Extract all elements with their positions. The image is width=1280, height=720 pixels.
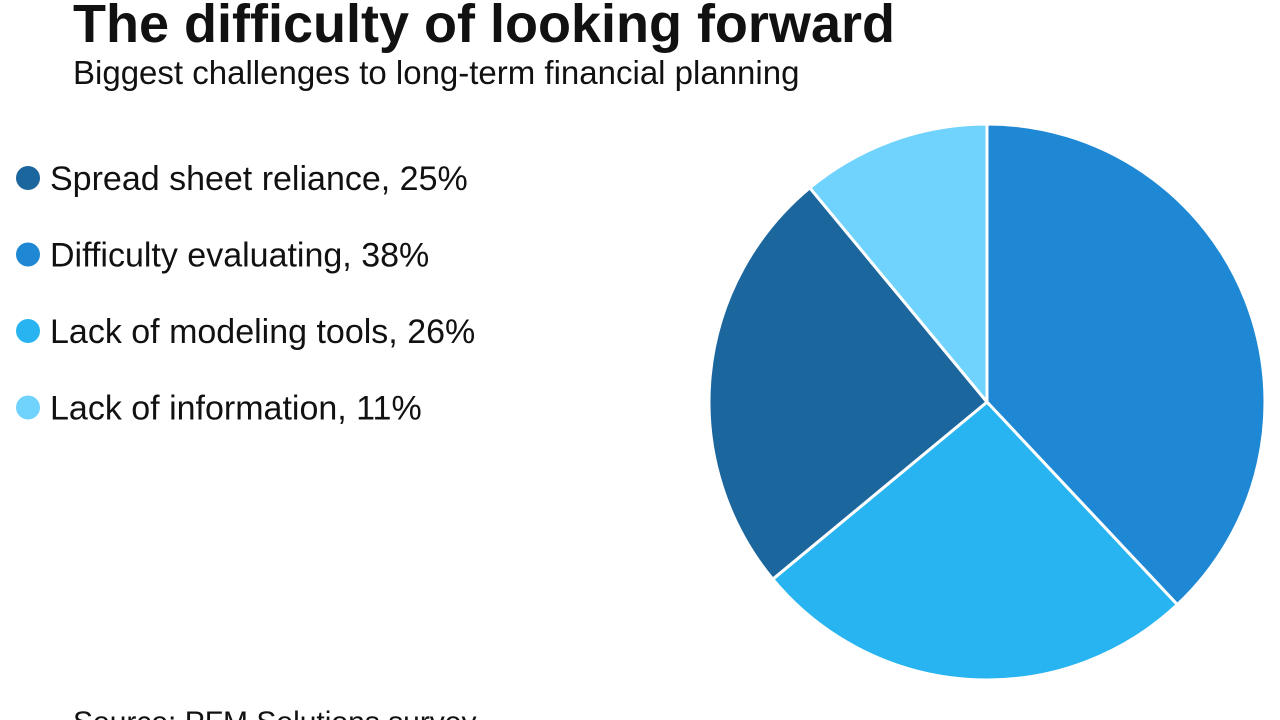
legend-swatch — [16, 242, 40, 267]
chart-title: The difficulty of looking forward — [73, 0, 895, 54]
pie-slice — [707, 185, 990, 582]
legend-label: Difficulty evaluating, 38% — [50, 237, 429, 275]
pie-slice — [985, 122, 1267, 607]
chart-subtitle: Biggest challenges to long-term financia… — [73, 54, 799, 91]
source-note: Source: PFM Solutions survey — [73, 706, 477, 720]
legend-label: Lack of modeling tools, 26% — [50, 313, 475, 351]
legend-label: Lack of information, 11% — [50, 390, 422, 428]
legend-swatch — [16, 319, 40, 343]
legend-swatch — [16, 166, 40, 190]
legend-label: Spread sheet reliance, 25% — [50, 160, 468, 198]
legend-swatch — [16, 395, 40, 420]
pie-slice — [807, 122, 989, 407]
pie-slice — [770, 399, 1180, 682]
